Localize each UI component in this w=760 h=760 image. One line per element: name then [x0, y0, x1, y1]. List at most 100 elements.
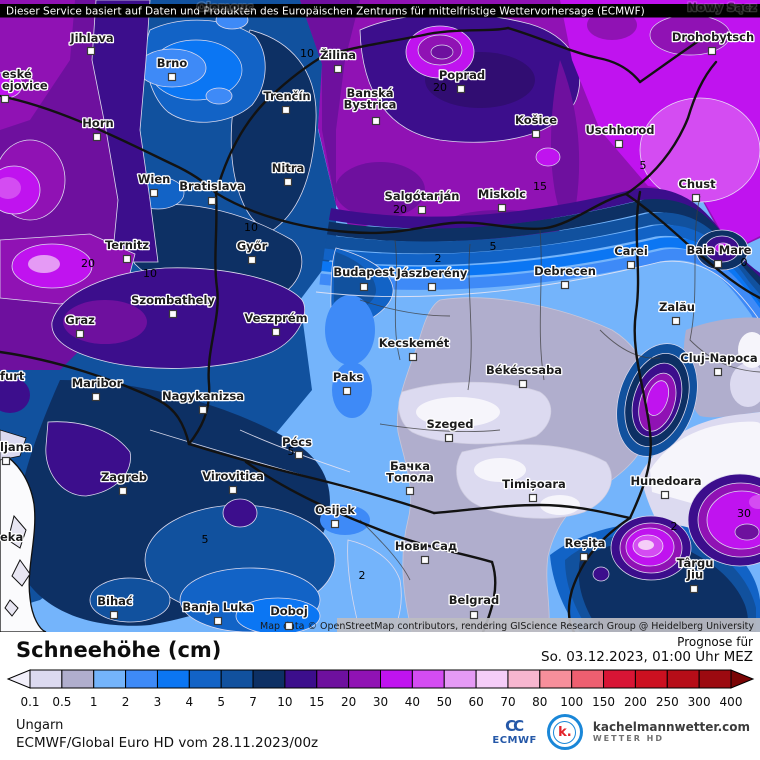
contour-value-label: 5: [640, 159, 647, 172]
map-region-shape: [0, 177, 21, 199]
map-region-shape: [315, 260, 759, 319]
legend-cell: [603, 669, 636, 689]
map-region-shape: [394, 239, 401, 361]
legend-arrow-left: [6, 669, 31, 689]
city-label: Banja Luka: [182, 600, 253, 614]
city-label: Poprad: [439, 68, 485, 82]
city-label: Banská Bystrica: [344, 86, 397, 112]
map-region-shape: [599, 329, 661, 359]
legend-tick-label: 70: [500, 695, 515, 709]
legend-cell: [348, 669, 381, 689]
city-marker: [342, 386, 352, 396]
city-marker: [92, 132, 102, 142]
ecmwf-logo-text: ECMWF: [492, 734, 537, 746]
ecmwf-logo: CC ECMWF: [492, 716, 537, 746]
city-label: Carei: [614, 244, 648, 258]
legend-tick-label: 200: [624, 695, 647, 709]
map-region-shape: [467, 243, 472, 391]
contour-value-label: 5: [288, 445, 295, 458]
map-region-shape: [738, 332, 760, 368]
legend-tick-label: 150: [592, 695, 615, 709]
city-marker: [713, 259, 723, 269]
contour-value-label: 0: [741, 256, 748, 269]
map-region-shape: [592, 566, 610, 582]
city-marker: [86, 46, 96, 56]
legend-tick-label: 20: [341, 695, 356, 709]
contour-value-label: 10: [143, 267, 157, 280]
coastline: [0, 429, 47, 632]
top-edge-city-labels: Olomouc Nowy Sącz: [195, 0, 758, 15]
city-marker: [497, 203, 507, 213]
map-region-shape: [214, 191, 628, 235]
forecast-label: Prognose für: [677, 635, 753, 649]
legend-cell: [507, 669, 541, 689]
city-marker: [75, 329, 85, 339]
city-label: Pécs: [282, 435, 312, 449]
map-region-shape: [474, 458, 526, 482]
map-region-shape: [4, 599, 19, 617]
city-marker: [444, 433, 454, 443]
map-region-shape: [359, 519, 411, 581]
city-marker: [469, 610, 479, 620]
city-label: furt: [0, 369, 25, 383]
map-region-shape: [628, 190, 652, 520]
city-label: Jihlava: [69, 31, 113, 45]
legend-tick-label: 50: [437, 695, 452, 709]
country-border-layer: [0, 26, 760, 632]
city-marker: [281, 105, 291, 115]
city-label: Győr: [237, 239, 268, 253]
city-marker: [168, 309, 178, 319]
city-label: Paks: [333, 370, 364, 384]
city-label: Žilina: [320, 47, 356, 62]
legend-cell: [125, 669, 158, 689]
legend-cell: [443, 669, 477, 689]
city-label: Nitra: [272, 161, 305, 175]
city-label: Ternitz: [105, 238, 149, 252]
contour-value-label: 15: [533, 180, 547, 193]
city-label: eské ejovice: [2, 67, 48, 93]
city-marker: [109, 610, 119, 620]
city-label: Chust: [678, 177, 716, 191]
city-marker: [359, 282, 369, 292]
legend-cell: [220, 669, 254, 689]
weather-map[interactable]: Map data © OpenStreetMap contributors, r…: [0, 0, 760, 632]
legend-tick-label: 5: [217, 695, 225, 709]
legend-tick-label: 15: [309, 695, 324, 709]
map-region-shape: [359, 299, 451, 317]
city-marker: [626, 260, 636, 270]
city-label: Budapest: [333, 265, 395, 279]
map-region-shape: [646, 380, 670, 416]
legend-cell: [539, 669, 573, 689]
legend-cell: [380, 669, 413, 689]
city-label: Olomouc: [197, 0, 254, 14]
map-region-shape: [539, 229, 545, 381]
map-region-shape: [379, 423, 501, 433]
map-region-shape: [45, 421, 131, 497]
city-label: Zalău: [659, 300, 695, 314]
legend-cell: [93, 669, 127, 689]
wetter-hd-label: WETTER HD: [592, 734, 664, 744]
city-label: ljana: [0, 440, 32, 454]
map-region-shape: [0, 4, 760, 18]
legend-tick-label: 40: [405, 695, 420, 709]
contour-value-label: 20: [81, 257, 95, 270]
city-marker: [167, 72, 177, 82]
city-label: Belgrad: [449, 593, 499, 607]
city-marker: [614, 139, 624, 149]
map-region-shape: [325, 295, 375, 365]
city-marker: [283, 177, 293, 187]
kachelmann-domain: kachelmannwetter.com: [592, 720, 750, 734]
city-marker: [417, 205, 427, 215]
city-label: Osijek: [315, 503, 355, 517]
city-marker: [213, 616, 223, 626]
ecmwf-logo-icon: CC: [505, 716, 524, 735]
map-region-shape: [337, 618, 760, 632]
city-label: Salgótarján: [385, 189, 460, 203]
city-marker: [330, 519, 340, 529]
model-run-info: ECMWF/Global Euro HD vom 28.11.2023/00z: [16, 735, 319, 751]
contour-value-label: 30: [737, 507, 751, 520]
map-region-shape: [222, 498, 258, 528]
city-label: Nowy Sącz: [687, 0, 757, 14]
contour-value-label: 20: [433, 81, 447, 94]
